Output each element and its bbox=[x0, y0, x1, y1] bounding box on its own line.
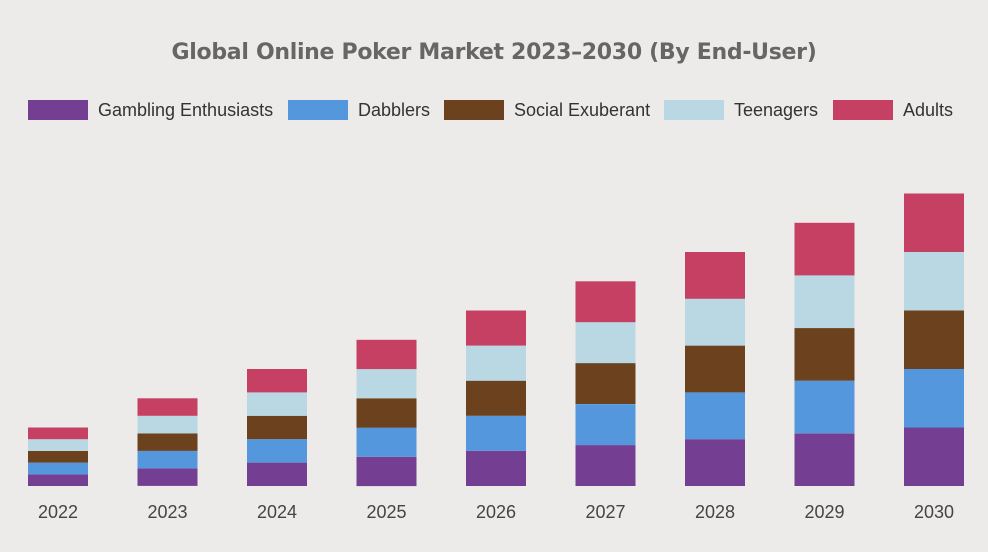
legend-swatch bbox=[664, 100, 724, 120]
bar-segment-2025-gambling-enthusiasts[interactable] bbox=[356, 456, 417, 487]
legend-swatch bbox=[833, 100, 893, 120]
x-tick-label: 2026 bbox=[476, 502, 516, 522]
legend-item-teenagers[interactable]: Teenagers bbox=[664, 98, 818, 122]
bar-segment-2022-adults[interactable] bbox=[28, 427, 88, 440]
x-tick-label: 2024 bbox=[257, 502, 297, 522]
legend-label: Dabblers bbox=[358, 99, 431, 120]
bar-segment-2026-dabblers[interactable] bbox=[466, 415, 526, 451]
bar-segment-2026-gambling-enthusiasts[interactable] bbox=[466, 450, 526, 486]
bar-segment-2030-social-exuberant[interactable] bbox=[904, 310, 964, 370]
legend-item-dabblers[interactable]: Dabblers bbox=[288, 98, 430, 122]
bar-segment-2030-gambling-enthusiasts[interactable] bbox=[904, 427, 964, 487]
legend-label: Teenagers bbox=[734, 99, 819, 120]
bar-segment-2023-teenagers[interactable] bbox=[137, 415, 198, 434]
legend-label: Gambling Enthusiasts bbox=[98, 99, 274, 120]
bar-segment-2028-dabblers[interactable] bbox=[685, 392, 745, 440]
legend-item-social-exuberant[interactable]: Social Exuberant bbox=[444, 98, 650, 122]
bar-segment-2023-dabblers[interactable] bbox=[137, 450, 198, 469]
x-tick-label: 2022 bbox=[38, 502, 78, 522]
bar-segment-2022-gambling-enthusiasts[interactable] bbox=[28, 474, 88, 486]
x-tick-label: 2025 bbox=[366, 502, 406, 522]
bar-segment-2025-dabblers[interactable] bbox=[356, 427, 417, 457]
bar-segment-2025-teenagers[interactable] bbox=[356, 369, 417, 399]
bar-segment-2026-social-exuberant[interactable] bbox=[466, 380, 526, 416]
bar-segment-2029-adults[interactable] bbox=[794, 222, 855, 276]
legend-label: Adults bbox=[903, 99, 954, 120]
legend-swatch bbox=[28, 100, 88, 120]
bar-segment-2028-gambling-enthusiasts[interactable] bbox=[685, 439, 745, 486]
legend-swatch bbox=[444, 100, 504, 120]
x-tick-label: 2028 bbox=[695, 502, 735, 522]
bar-segment-2029-dabblers[interactable] bbox=[794, 380, 855, 434]
bar-segment-2027-teenagers[interactable] bbox=[575, 322, 636, 364]
bar-segment-2029-social-exuberant[interactable] bbox=[794, 328, 855, 381]
bar-segment-2024-dabblers[interactable] bbox=[247, 439, 307, 463]
bar-segment-2025-adults[interactable] bbox=[356, 339, 417, 370]
x-tick-label: 2027 bbox=[585, 502, 625, 522]
bar-segment-2026-teenagers[interactable] bbox=[466, 345, 526, 381]
bar-segment-2022-dabblers[interactable] bbox=[28, 462, 88, 475]
bar-segment-2024-social-exuberant[interactable] bbox=[247, 415, 307, 440]
x-tick-label: 2029 bbox=[804, 502, 844, 522]
bar-segment-2029-gambling-enthusiasts[interactable] bbox=[794, 433, 855, 486]
x-tick-label: 2023 bbox=[147, 502, 187, 522]
bar-segment-2023-adults[interactable] bbox=[137, 398, 198, 416]
legend-swatch bbox=[288, 100, 348, 120]
legend-label: Social Exuberant bbox=[514, 99, 651, 120]
bar-segment-2028-teenagers[interactable] bbox=[685, 298, 745, 346]
bar-segment-2029-teenagers[interactable] bbox=[794, 275, 855, 328]
bar-segment-2027-dabblers[interactable] bbox=[575, 404, 636, 445]
bar-segment-2023-gambling-enthusiasts[interactable] bbox=[137, 468, 198, 486]
bar-segment-2024-teenagers[interactable] bbox=[247, 392, 307, 416]
bar-segment-2023-social-exuberant[interactable] bbox=[137, 433, 198, 451]
bar-segment-2030-teenagers[interactable] bbox=[904, 252, 964, 311]
bar-segment-2027-social-exuberant[interactable] bbox=[575, 363, 636, 404]
legend-item-adults[interactable]: Adults bbox=[833, 98, 953, 122]
bar-segment-2027-gambling-enthusiasts[interactable] bbox=[575, 445, 636, 486]
chart-title: Global Online Poker Market 2023–2030 (By… bbox=[171, 40, 817, 65]
x-tick-label: 2030 bbox=[914, 502, 954, 522]
bar-segment-2028-social-exuberant[interactable] bbox=[685, 345, 745, 393]
bar-segment-2025-social-exuberant[interactable] bbox=[356, 398, 417, 428]
bar-segment-2024-gambling-enthusiasts[interactable] bbox=[247, 462, 307, 486]
bar-segment-2024-adults[interactable] bbox=[247, 369, 307, 393]
bar-segment-2022-social-exuberant[interactable] bbox=[28, 450, 88, 463]
bar-segment-2026-adults[interactable] bbox=[466, 310, 526, 346]
bar-segment-2027-adults[interactable] bbox=[575, 281, 636, 323]
bar-segment-2030-dabblers[interactable] bbox=[904, 369, 964, 428]
bar-segment-2030-adults[interactable] bbox=[904, 193, 964, 253]
bar-segment-2022-teenagers[interactable] bbox=[28, 439, 88, 451]
bar-segment-2028-adults[interactable] bbox=[685, 252, 745, 299]
legend-item-gambling-enthusiasts[interactable]: Gambling Enthusiasts bbox=[28, 98, 273, 122]
